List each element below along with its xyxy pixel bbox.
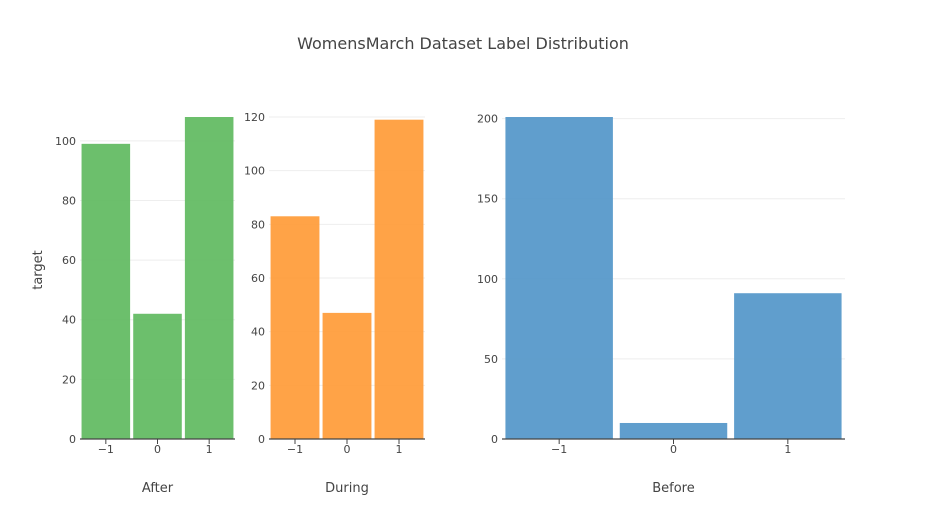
y-tick-label: 60 — [251, 272, 265, 285]
bar — [505, 117, 613, 439]
y-tick-label: 100 — [244, 165, 265, 178]
y-tick-label: 20 — [62, 373, 76, 386]
x-tick-label: 0 — [670, 443, 677, 456]
x-tick-label: 0 — [154, 443, 161, 456]
x-tick-label: 1 — [206, 443, 213, 456]
y-tick-label: 80 — [251, 218, 265, 231]
bar — [374, 119, 424, 439]
x-tick-label: 0 — [344, 443, 351, 456]
x-tick-label: 1 — [784, 443, 791, 456]
y-tick-label: 80 — [62, 194, 76, 207]
subplot-before: 0 50 100 150 200 −1 0 1 Before — [477, 113, 845, 496]
y-tick-label: 150 — [477, 193, 498, 206]
x-tick-label: 1 — [396, 443, 403, 456]
y-tick-label: 0 — [258, 433, 265, 446]
y-tick-label: 40 — [251, 326, 265, 339]
bar — [184, 117, 234, 439]
subplot-during: 0 20 40 60 80 100 120 −1 0 1 During — [244, 111, 425, 496]
x-tick-label: −1 — [551, 443, 567, 456]
x-axis-title: Before — [652, 481, 695, 496]
bar — [133, 313, 182, 439]
bar — [81, 143, 131, 440]
y-tick-label: 60 — [62, 254, 76, 267]
y-axis-title: target — [31, 250, 46, 290]
y-tick-label: 0 — [491, 433, 498, 446]
bar — [734, 293, 842, 439]
chart-title: WomensMarch Dataset Label Distribution — [297, 34, 629, 53]
x-axis-title: During — [325, 481, 369, 496]
y-tick-label: 100 — [477, 273, 498, 286]
subplot-after: 0 20 40 60 80 100 −1 0 1 After — [55, 117, 235, 496]
bar — [619, 422, 728, 439]
y-tick-label: 0 — [69, 433, 76, 446]
x-tick-label: −1 — [287, 443, 303, 456]
x-axis-title: After — [142, 481, 174, 496]
bar — [270, 216, 320, 439]
y-tick-label: 20 — [251, 379, 265, 392]
y-tick-label: 50 — [484, 353, 498, 366]
y-tick-label: 120 — [244, 111, 265, 124]
bar — [322, 312, 372, 439]
y-tick-label: 200 — [477, 113, 498, 126]
y-tick-label: 100 — [55, 135, 76, 148]
y-tick-label: 40 — [62, 314, 76, 327]
x-tick-label: −1 — [98, 443, 114, 456]
